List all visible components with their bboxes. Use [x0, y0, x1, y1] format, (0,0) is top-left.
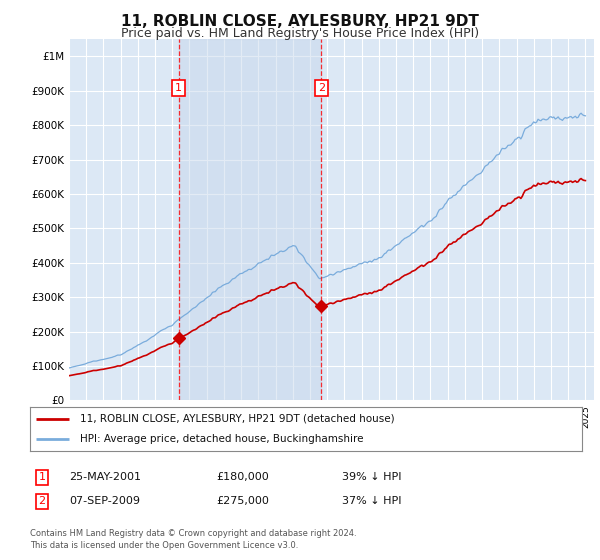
Text: 37% ↓ HPI: 37% ↓ HPI	[342, 496, 401, 506]
Text: 1: 1	[38, 472, 46, 482]
Text: HPI: Average price, detached house, Buckinghamshire: HPI: Average price, detached house, Buck…	[80, 434, 363, 444]
Text: 2: 2	[318, 83, 325, 93]
Text: 11, ROBLIN CLOSE, AYLESBURY, HP21 9DT (detached house): 11, ROBLIN CLOSE, AYLESBURY, HP21 9DT (d…	[80, 414, 394, 424]
Text: 25-MAY-2001: 25-MAY-2001	[69, 472, 141, 482]
Text: 1: 1	[175, 83, 182, 93]
Text: 07-SEP-2009: 07-SEP-2009	[69, 496, 140, 506]
Text: £180,000: £180,000	[216, 472, 269, 482]
Text: 2: 2	[38, 496, 46, 506]
Text: £275,000: £275,000	[216, 496, 269, 506]
Text: This data is licensed under the Open Government Licence v3.0.: This data is licensed under the Open Gov…	[30, 541, 298, 550]
Text: Price paid vs. HM Land Registry's House Price Index (HPI): Price paid vs. HM Land Registry's House …	[121, 27, 479, 40]
Text: Contains HM Land Registry data © Crown copyright and database right 2024.: Contains HM Land Registry data © Crown c…	[30, 529, 356, 538]
Text: 11, ROBLIN CLOSE, AYLESBURY, HP21 9DT: 11, ROBLIN CLOSE, AYLESBURY, HP21 9DT	[121, 14, 479, 29]
Bar	[179, 39, 322, 400]
Text: 39% ↓ HPI: 39% ↓ HPI	[342, 472, 401, 482]
